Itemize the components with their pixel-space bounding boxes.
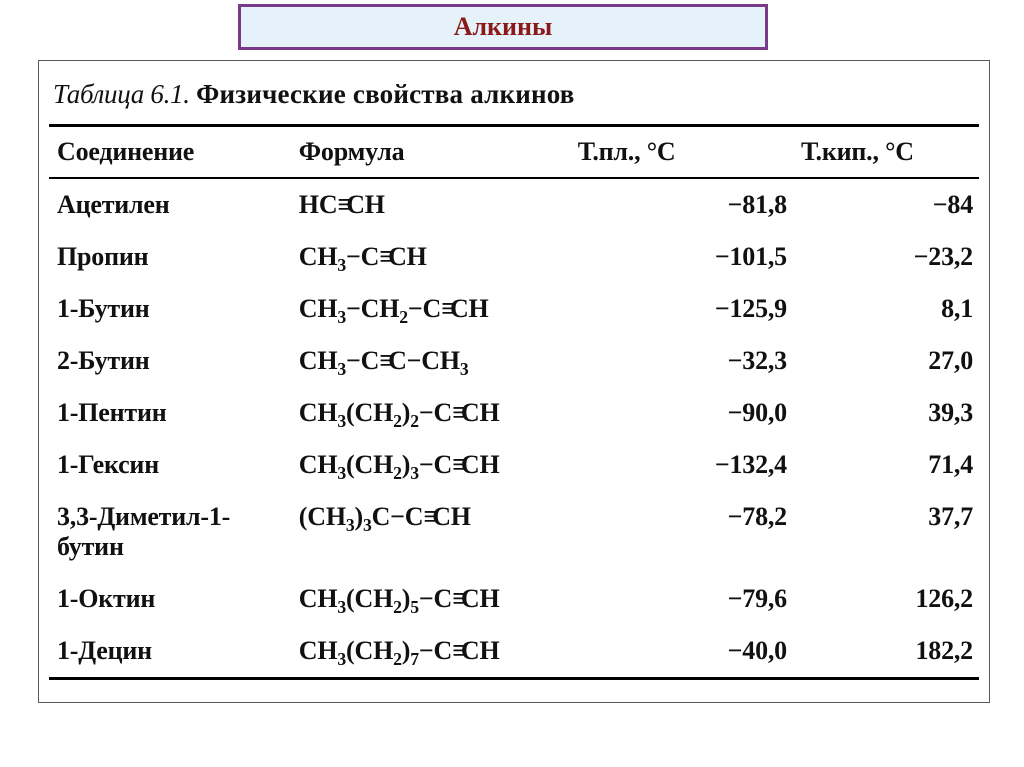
table-row: 2-БутинCH3−C≡C−CH3−32,327,0 [49, 335, 979, 387]
table-row: 1-ПентинCH3(CH2)2−C≡CH−90,039,3 [49, 387, 979, 439]
cell-compound: 1-Гексин [49, 439, 291, 491]
cell-melting-point: −32,3 [570, 335, 793, 387]
caption-prefix: Таблица 6.1. [53, 79, 190, 109]
cell-melting-point: −81,8 [570, 178, 793, 231]
cell-formula: HC≡CH [291, 178, 570, 231]
cell-formula: CH3(CH2)3−C≡CH [291, 439, 570, 491]
cell-boiling-point: 27,0 [793, 335, 979, 387]
table-row: 1-ГексинCH3(CH2)3−C≡CH−132,471,4 [49, 439, 979, 491]
table-header-row: Соединение Формула Т.пл., °С Т.кип., °С [49, 126, 979, 179]
cell-compound: 3,3-Диметил-1-бутин [49, 491, 291, 573]
col-compound: Соединение [49, 126, 291, 179]
cell-melting-point: −125,9 [570, 283, 793, 335]
table-caption: Таблица 6.1. Физические свойства алкинов [53, 79, 979, 110]
cell-formula: CH3(CH2)5−C≡CH [291, 573, 570, 625]
cell-compound: 1-Октин [49, 573, 291, 625]
cell-boiling-point: −84 [793, 178, 979, 231]
cell-formula: CH3(CH2)2−C≡CH [291, 387, 570, 439]
cell-formula: CH3−C≡C−CH3 [291, 335, 570, 387]
table-row: 1-ОктинCH3(CH2)5−C≡CH−79,6126,2 [49, 573, 979, 625]
cell-melting-point: −90,0 [570, 387, 793, 439]
cell-melting-point: −101,5 [570, 231, 793, 283]
cell-melting-point: −78,2 [570, 491, 793, 573]
cell-boiling-point: 182,2 [793, 625, 979, 679]
caption-title: Физические свойства алкинов [196, 79, 574, 109]
cell-compound: 1-Пентин [49, 387, 291, 439]
cell-compound: 1-Бутин [49, 283, 291, 335]
page-title: Алкины [454, 12, 553, 42]
col-boiling-point: Т.кип., °С [793, 126, 979, 179]
cell-compound: Пропин [49, 231, 291, 283]
cell-compound: 1-Децин [49, 625, 291, 679]
properties-table: Соединение Формула Т.пл., °С Т.кип., °С … [49, 124, 979, 680]
cell-melting-point: −132,4 [570, 439, 793, 491]
table-body: АцетиленHC≡CH−81,8−84ПропинCH3−C≡CH−101,… [49, 178, 979, 679]
table-container: Таблица 6.1. Физические свойства алкинов… [38, 60, 990, 703]
cell-boiling-point: 126,2 [793, 573, 979, 625]
cell-boiling-point: 71,4 [793, 439, 979, 491]
cell-compound: 2-Бутин [49, 335, 291, 387]
cell-compound: Ацетилен [49, 178, 291, 231]
col-formula: Формула [291, 126, 570, 179]
cell-boiling-point: 39,3 [793, 387, 979, 439]
cell-melting-point: −79,6 [570, 573, 793, 625]
table-row: АцетиленHC≡CH−81,8−84 [49, 178, 979, 231]
cell-melting-point: −40,0 [570, 625, 793, 679]
table-row: 3,3-Диметил-1-бутин(CH3)3C−C≡CH−78,237,7 [49, 491, 979, 573]
cell-formula: CH3−CH2−C≡CH [291, 283, 570, 335]
table-row: 1-ДецинCH3(CH2)7−C≡CH−40,0182,2 [49, 625, 979, 679]
cell-boiling-point: 8,1 [793, 283, 979, 335]
col-melting-point: Т.пл., °С [570, 126, 793, 179]
table-row: 1-БутинCH3−CH2−C≡CH−125,98,1 [49, 283, 979, 335]
cell-formula: (CH3)3C−C≡CH [291, 491, 570, 573]
page-header: Алкины [238, 4, 768, 50]
cell-boiling-point: −23,2 [793, 231, 979, 283]
cell-boiling-point: 37,7 [793, 491, 979, 573]
table-row: ПропинCH3−C≡CH−101,5−23,2 [49, 231, 979, 283]
cell-formula: CH3−C≡CH [291, 231, 570, 283]
cell-formula: CH3(CH2)7−C≡CH [291, 625, 570, 679]
